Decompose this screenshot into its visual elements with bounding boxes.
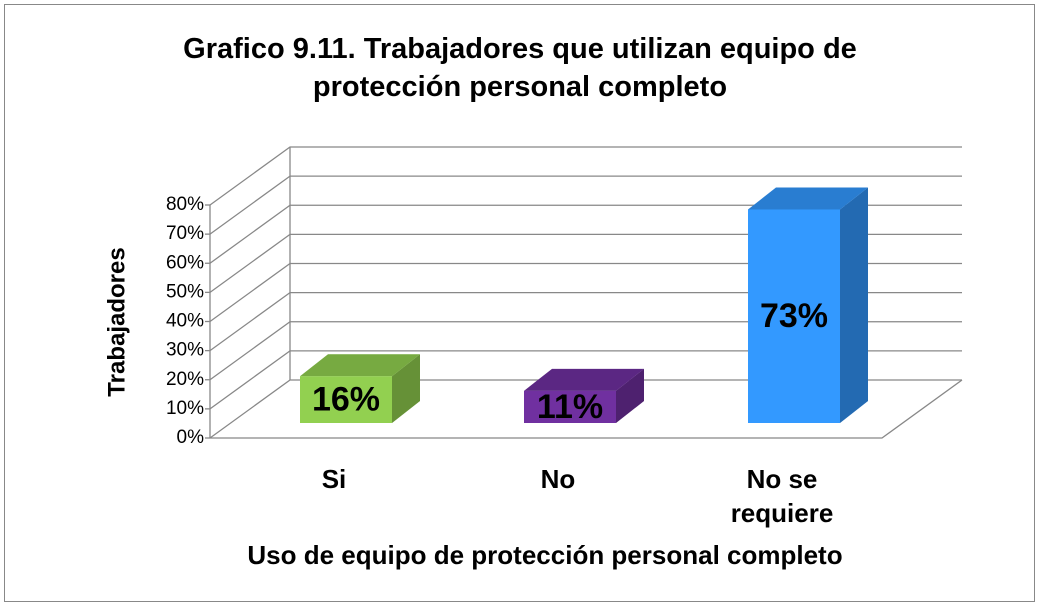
y-tick-label: 70% [166,223,204,244]
grid-line [209,204,962,264]
data-label: 16% [312,381,380,419]
bar [748,209,840,423]
bar-top [300,354,420,377]
bar-side [840,187,868,423]
grid-line [209,291,962,352]
data-label: 73% [760,297,828,335]
chart-frame [4,4,1035,602]
grid-line [209,379,962,439]
grid-line [209,146,962,206]
bar-side-shade [616,368,644,423]
y-axis-label: Trabajadores [103,247,130,396]
y-tick-label: 20% [166,369,204,390]
bar-side [392,354,420,423]
bar-top-shade [748,187,868,210]
floor [210,379,963,439]
y-tick-label: 50% [166,281,204,302]
y-tick-label: 0% [177,427,205,448]
grid-line [209,321,962,381]
bar-side-shade [840,187,868,423]
x-tick-label: Si [321,464,347,494]
bar-side-shade [392,354,420,423]
bar [300,376,392,423]
x-axis-label: Uso de equipo de protección personal com… [247,540,843,570]
grid-line [209,262,962,323]
data-label: 11% [537,388,603,426]
bar-top-shade [300,354,420,377]
x-tick-label: No [540,464,576,494]
y-tick-label: 80% [166,194,204,215]
y-tick-label: 10% [166,398,204,419]
grid-line [209,233,962,293]
grid-line [209,175,962,235]
y-tick-label: 60% [166,252,204,273]
y-tick-label: 30% [166,340,204,361]
x-tick-label: No se requiere [730,464,834,528]
y-tick-label: 40% [166,311,204,332]
grid-line [209,350,962,410]
chart-title: Grafico 9.11. Trabajadores que utilizan … [183,33,857,103]
bar [524,390,616,423]
bar-top [748,187,868,210]
bar-side [616,368,644,423]
bar-top-shade [524,368,644,391]
bar-top [524,368,644,391]
